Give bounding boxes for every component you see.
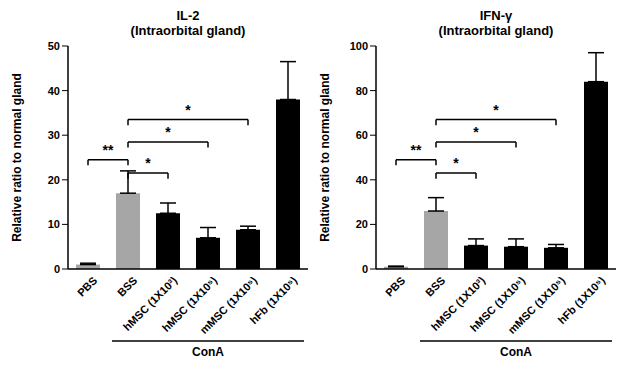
svg-text:hFb (1X10⁵): hFb (1X10⁵) xyxy=(555,274,607,326)
svg-text:60: 60 xyxy=(356,129,368,141)
svg-text:mMSC (1X10⁵): mMSC (1X10⁵) xyxy=(505,274,567,336)
svg-text:hFb (1X10⁵): hFb (1X10⁵) xyxy=(247,274,299,326)
svg-text:ConA: ConA xyxy=(192,345,224,359)
svg-text:*: * xyxy=(145,155,151,171)
svg-text:ConA: ConA xyxy=(500,345,532,359)
html-text:(Intraorbital gland): (Intraorbital gland) xyxy=(438,23,554,38)
html-text:IL-2: IL-2 xyxy=(176,8,200,23)
svg-text:PBS: PBS xyxy=(75,274,99,298)
svg-text:mMSC (1X10⁵): mMSC (1X10⁵) xyxy=(197,274,259,336)
html-text:IFN-γ: IFN-γ xyxy=(479,8,513,23)
svg-text:*: * xyxy=(165,124,171,140)
svg-text:PBS: PBS xyxy=(383,274,407,298)
html-text:(Intraorbital gland): (Intraorbital gland) xyxy=(130,23,246,38)
svg-text:hMSC (1X10⁵): hMSC (1X10⁵) xyxy=(467,274,528,334)
svg-text:40: 40 xyxy=(48,85,60,97)
svg-text:hMSC (1X10⁵): hMSC (1X10⁵) xyxy=(159,274,220,334)
svg-text:0: 0 xyxy=(362,263,368,275)
svg-text:BSS: BSS xyxy=(423,274,447,298)
svg-text:50: 50 xyxy=(48,40,60,52)
svg-text:*: * xyxy=(185,102,191,118)
svg-text:*: * xyxy=(473,124,479,140)
svg-text:hMSC (1X10³): hMSC (1X10³) xyxy=(428,274,488,333)
svg-text:10: 10 xyxy=(48,218,60,230)
svg-text:*: * xyxy=(453,155,459,171)
svg-text:**: ** xyxy=(411,142,422,158)
svg-text:Relative ratio to normal gland: Relative ratio to normal gland xyxy=(10,73,24,242)
svg-text:Relative ratio to normal gland: Relative ratio to normal gland xyxy=(318,73,332,242)
svg-text:20: 20 xyxy=(356,218,368,230)
svg-text:20: 20 xyxy=(48,174,60,186)
svg-text:**: ** xyxy=(103,142,114,158)
svg-text:0: 0 xyxy=(54,263,60,275)
svg-text:BSS: BSS xyxy=(115,274,139,298)
svg-text:hMSC (1X10³): hMSC (1X10³) xyxy=(120,274,180,333)
svg-text:100: 100 xyxy=(350,40,368,52)
svg-text:*: * xyxy=(493,102,499,118)
svg-text:30: 30 xyxy=(48,129,60,141)
svg-text:40: 40 xyxy=(356,174,368,186)
svg-text:80: 80 xyxy=(356,85,368,97)
